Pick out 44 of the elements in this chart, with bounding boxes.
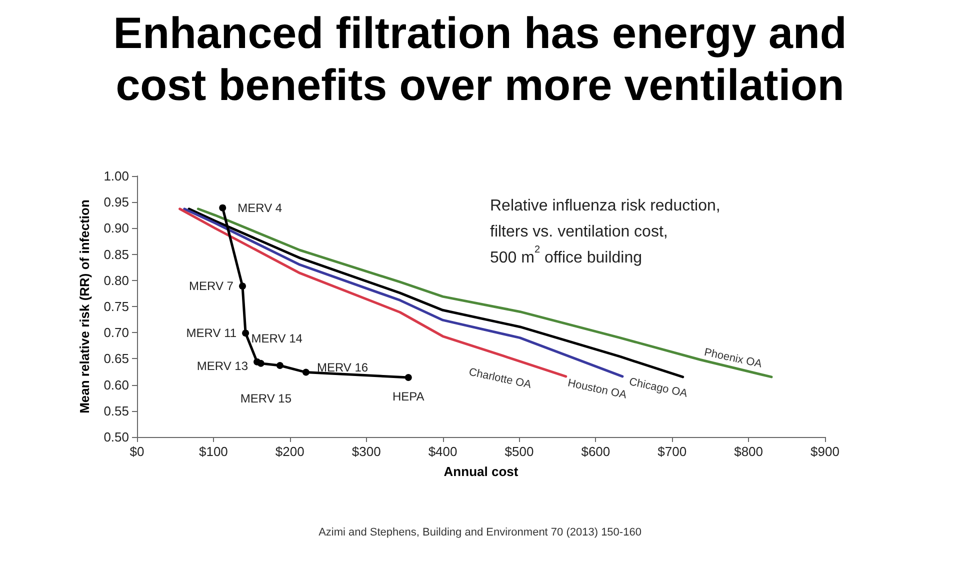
y-tick-label: 0.55 [104,403,129,418]
y-tick-label: 0.60 [104,377,129,392]
text: Azimi and Stephens, Building and Environment 70 (2013) 150-160 [318,526,642,538]
annotation: HEPA [392,389,424,404]
annotation: MERV 11 [186,326,237,340]
point [257,360,264,367]
annotation: MERV 4 [238,200,282,215]
point [404,374,412,381]
x-tick-label: $900 [810,444,840,459]
x-tick-label: $500 [504,444,534,459]
point [302,368,310,376]
annotation: MERV 14 [251,331,303,346]
x-tick-label: $400 [428,444,458,459]
annotation: MERV 13 [196,358,248,373]
text: Charlotte OA [468,366,533,392]
y-tick-label: 0.85 [104,246,129,262]
point [276,362,284,369]
text: Houston OA [566,377,628,402]
y-tick-label: 0.65 [104,351,129,366]
chart-title: Enhanced filtration has energy and cost benefits over more ventilation [112,8,848,112]
y-tick-label: 0.80 [104,272,129,288]
annotation: MERV 16 [316,360,368,374]
y-tick-label: 0.50 [104,430,129,444]
y-tick-label: 0.70 [104,325,129,340]
text: Phoenix OA [703,346,764,371]
x-tick-label: $700 [658,444,687,459]
x-tick-label: $100 [198,444,228,459]
y-tick-label: 0.75 [104,299,129,314]
x-axis-title: Annual cost [444,464,519,479]
x-tick-label: $600 [581,444,610,459]
x-tick-label: $800 [734,444,764,459]
annotation: MERV 15 [240,391,292,406]
x-tick-label: $300 [352,444,381,459]
y-tick-label: 1.00 [104,168,129,184]
x-tick-label: $0 [130,444,144,459]
x-tick-label: $200 [275,444,304,459]
y-axis-title: Mean relative risk (RR) of infection [77,200,92,414]
point [242,330,250,337]
point [239,282,246,290]
y-tick-label: 0.95 [104,194,129,210]
annotation: MERV 7 [189,279,234,294]
text: Chicago OA [628,376,690,400]
point [219,204,226,212]
y-tick-label: 0.90 [104,220,129,236]
